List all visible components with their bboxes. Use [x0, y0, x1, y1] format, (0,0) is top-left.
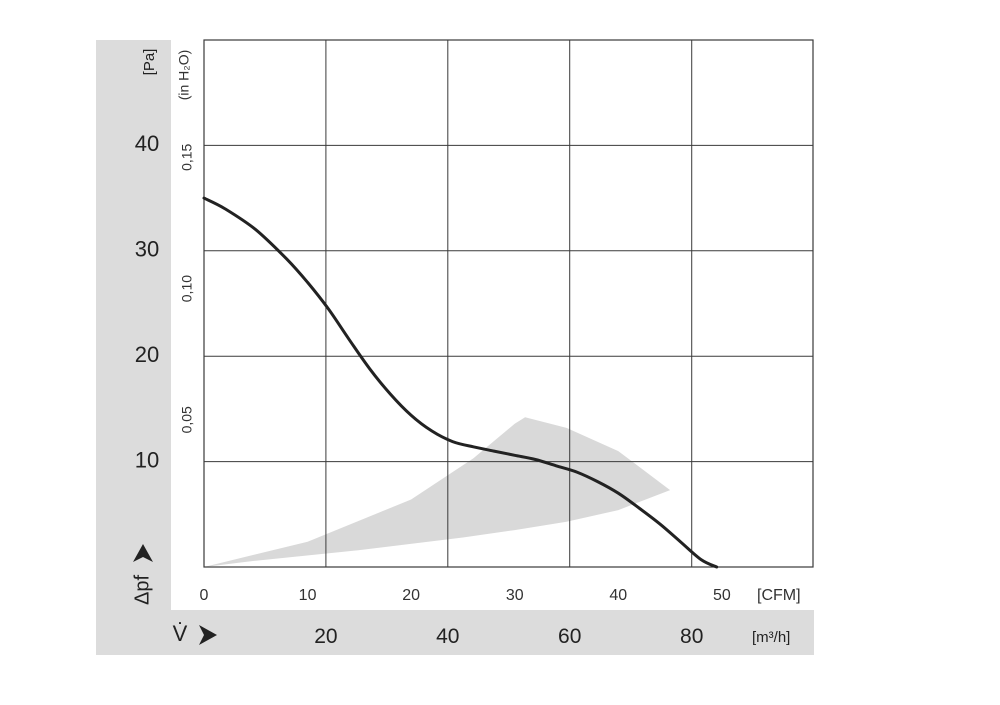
y-unit-pa-label: [Pa] [141, 49, 158, 76]
x-secondary-axis-title: V̇ [173, 621, 188, 646]
x-tick-label-m3h: 80 [680, 625, 703, 648]
x-tick-label-cfm: 10 [299, 587, 317, 604]
pressure-curve [202, 196, 719, 569]
y-tick-label-pa: 30 [135, 237, 159, 262]
tick-label-layer: 0 10 20 30 40 50 20 40 60 80 10 20 30 40 0,05 0,10 0,15 [135, 131, 731, 648]
curve-layer [202, 196, 719, 569]
y-axis-title: Δpf [131, 575, 153, 605]
x-axis-arrow-icon [199, 625, 217, 645]
x-tick-label-cfm: 20 [402, 587, 420, 604]
x-tick-label-m3h: 40 [436, 625, 459, 648]
y-tick-label-pa: 10 [135, 447, 159, 472]
x-tick-label-cfm: 50 [713, 587, 731, 604]
y-tick-label-pa: 20 [135, 342, 159, 367]
x-unit-cfm-label: [CFM] [757, 587, 801, 604]
x-tick-label-m3h: 60 [558, 625, 581, 648]
x-tick-label-cfm: 40 [609, 587, 627, 604]
operating-region-layer [204, 417, 671, 567]
x-unit-m3h-label: [m³/h] [752, 629, 790, 646]
grid-layer [203, 39, 814, 568]
bottom-axis-panel [96, 610, 814, 655]
y-unit-inh2o-label: (in H₂O) [176, 50, 192, 101]
y-tick-label-inh2o: 0,10 [179, 275, 195, 302]
x-tick-label-m3h: 20 [314, 625, 337, 648]
y-tick-label-inh2o: 0,15 [179, 143, 195, 170]
left-axis-panel [96, 40, 171, 655]
x-tick-label-cfm: 30 [506, 587, 524, 604]
operating-region [204, 417, 671, 567]
x-tick-label-cfm: 0 [200, 587, 209, 604]
y-tick-label-pa: 40 [135, 131, 159, 156]
y-axis-arrow-icon [133, 544, 153, 562]
plot-frame [203, 39, 814, 568]
y-tick-label-inh2o: 0,05 [179, 406, 195, 433]
